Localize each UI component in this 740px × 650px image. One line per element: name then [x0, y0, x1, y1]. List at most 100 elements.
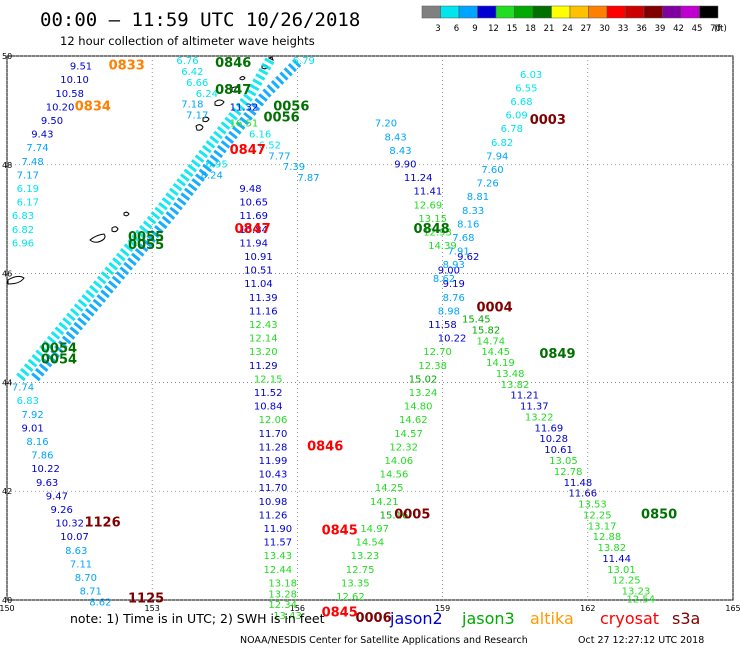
wave-height-value: 11.69: [535, 423, 564, 434]
legend-swatch: [662, 5, 682, 19]
legend-label: 27: [581, 24, 592, 34]
wave-height-value: 13.35: [341, 578, 370, 589]
legend-label: 3: [435, 24, 440, 34]
wave-height-value: 10.20: [46, 102, 75, 113]
wave-height-value: 6.79: [293, 56, 315, 67]
legend-swatch: [699, 5, 719, 19]
swh-color-legend: 3 6 9 12 15 18 21 24 27 30 33 36 39 42 45 70: [421, 5, 721, 34]
wave-height-value: 14.19: [486, 358, 515, 369]
generated-timestamp: Oct 27 12:27:12 UTC 2018: [578, 635, 704, 646]
wave-height-value: 12.62: [336, 592, 365, 603]
pass-time-label: 0847: [234, 222, 270, 237]
wave-height-value: 6.42: [181, 67, 203, 78]
wave-height-value: 14.21: [370, 497, 399, 508]
pass-time-label: 1126: [84, 516, 120, 531]
wave-height-value: 12.44: [264, 565, 293, 576]
wave-height-value: 10.61: [544, 445, 573, 456]
legend-swatch: [680, 5, 700, 19]
wave-height-value: 11.24: [404, 173, 433, 184]
wave-height-value: 14.45: [481, 347, 510, 358]
wave-height-value: 10.43: [259, 470, 288, 481]
legend-swatch: [495, 5, 515, 19]
wave-height-value: 9.48: [239, 184, 261, 195]
wave-height-value: 12.15: [254, 374, 283, 385]
wave-height-value: 10.91: [244, 252, 273, 263]
wave-height-value: 12.25: [583, 510, 612, 521]
legend-label: 12: [488, 24, 499, 34]
pass-time-label: 0845: [322, 524, 358, 539]
wave-height-value: 13.43: [264, 551, 293, 562]
wave-height-value: 6.96: [12, 238, 34, 249]
lat-tick-label: 48: [2, 161, 12, 170]
wave-height-labels: 9.51 10.10 10.58 10.20 9.50 9.43 7.74 7.48 7.17 6…: [12, 56, 655, 622]
wave-height-value: 14.25: [375, 483, 404, 494]
wave-height-value: 11.29: [249, 361, 278, 372]
wave-height-value: 9.50: [41, 116, 63, 127]
legend-swatch: [421, 5, 441, 19]
wave-height-value: 12.06: [259, 415, 288, 426]
wave-height-value: 12.14: [249, 334, 278, 345]
wave-height-value: 6.78: [501, 124, 523, 135]
wave-height-value: 11.90: [264, 524, 293, 535]
wave-height-value: 13.05: [549, 456, 578, 467]
wave-height-value: 6.82: [491, 138, 513, 149]
wave-height-value: 11.39: [249, 293, 278, 304]
wave-height-value: 8.81: [467, 192, 489, 203]
page-subtitle: 12 hour collection of altimeter wave hei…: [60, 34, 315, 48]
wave-height-value: 8.43: [389, 146, 411, 157]
wave-height-value: 12.88: [593, 532, 622, 543]
satellite-name: cryosat: [600, 609, 659, 628]
wave-height-value: 6.24: [196, 89, 218, 100]
wave-height-value: 11.94: [239, 238, 268, 249]
wave-height-value: 11.66: [568, 489, 597, 500]
wave-height-value: 8.62: [433, 274, 455, 285]
legend-swatch: [551, 5, 571, 19]
legend-label: 39: [655, 24, 666, 34]
wave-height-value: 13.24: [409, 388, 438, 399]
wave-height-value: 10.84: [254, 402, 283, 413]
wave-height-value: 8.43: [385, 132, 407, 143]
pass-time-label: 0849: [539, 347, 575, 362]
map-tick-labels: 150 153 156 159 162 165 50 48 46 44 42 40: [0, 52, 740, 613]
lon-tick-label: 159: [435, 604, 450, 613]
wave-height-value: 8.24: [201, 170, 223, 181]
wave-height-value: 12.54: [627, 595, 656, 606]
lat-tick-label: 40: [2, 596, 12, 605]
wave-height-value: 12.78: [554, 467, 583, 478]
pass-time-label: 0845: [322, 605, 358, 620]
legend-label: 6: [454, 24, 459, 34]
wave-height-value: 11.28: [259, 442, 288, 453]
wave-height-value: 12.25: [612, 576, 641, 587]
wave-height-value: 9.62: [457, 252, 479, 263]
legend-swatch: [477, 5, 497, 19]
wave-height-value: 6.83: [17, 396, 39, 407]
wave-height-value: 14.06: [385, 456, 414, 467]
wave-height-value: 10.84: [239, 225, 268, 236]
legend-swatch: [625, 5, 645, 19]
pass-time-label: 0003: [530, 113, 566, 128]
wave-height-value: 11.57: [264, 538, 293, 549]
pass-time-label: 0847: [215, 83, 251, 98]
legend-label: 70: [710, 24, 721, 34]
pass-time-label: 0056: [264, 110, 300, 125]
wave-height-value: 9.00: [438, 266, 460, 277]
wave-height-value: 11.16: [249, 306, 278, 317]
wave-height-value: 7.74: [12, 383, 34, 394]
wave-height-value: 13.82: [597, 543, 626, 554]
wave-height-value: 7.17: [186, 111, 208, 122]
wave-height-value: 14.97: [360, 524, 389, 535]
wave-height-value: 13.28: [268, 589, 297, 600]
wave-height-value: 11.99: [259, 456, 288, 467]
wave-height-value: 13.01: [607, 565, 636, 576]
wave-height-value: 14.74: [476, 336, 505, 347]
wave-height-value: 11.48: [564, 478, 593, 489]
pass-time-label: 0055: [128, 230, 164, 245]
lon-tick-label: 153: [145, 604, 160, 613]
wave-height-value: 10.22: [438, 334, 467, 345]
wave-height-value: 9.63: [36, 478, 58, 489]
pass-time-label: 0054: [41, 341, 77, 356]
wave-height-value: 13.15: [418, 214, 447, 225]
wave-height-value: 7.94: [486, 151, 508, 162]
wave-height-value: 10.22: [31, 464, 60, 475]
